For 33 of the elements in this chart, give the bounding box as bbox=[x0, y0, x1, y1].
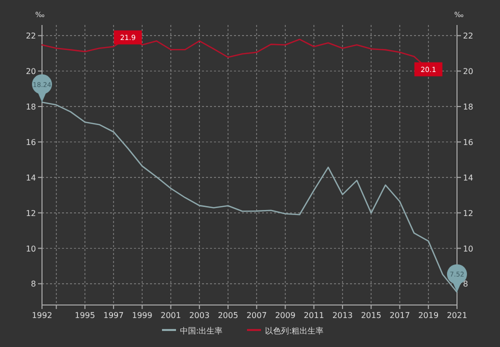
y-tick-label: 20 bbox=[26, 67, 36, 76]
y2-tick-label: 16 bbox=[463, 138, 474, 147]
y-tick-label: 18 bbox=[26, 102, 36, 112]
y2-tick-label: 10 bbox=[463, 244, 474, 254]
x-tick-label: 2015 bbox=[360, 311, 382, 320]
x-tick-label: 2001 bbox=[160, 311, 181, 320]
x-tick-label: 2021 bbox=[446, 311, 468, 320]
x-tick-label: 2019 bbox=[418, 311, 439, 320]
x-tick-label: 2011 bbox=[304, 311, 324, 320]
x-tick-label: 2013 bbox=[332, 311, 353, 320]
y2-tick-label: 12 bbox=[463, 208, 474, 218]
y2-tick-label: 18 bbox=[463, 102, 474, 112]
x-tick-label: 1992 bbox=[32, 311, 52, 320]
x-tick-label: 1999 bbox=[132, 311, 152, 320]
y-tick-label: 22 bbox=[26, 32, 36, 41]
legend-label: 中国:出生率 bbox=[180, 326, 223, 336]
x-tick-label: 1995 bbox=[74, 311, 96, 320]
y-tick-label: 8 bbox=[30, 280, 36, 289]
x-tick-label: 2017 bbox=[390, 311, 410, 320]
y-tick-label: 12 bbox=[26, 208, 36, 218]
x-tick-label: 2005 bbox=[218, 311, 238, 320]
y-tick-label: 16 bbox=[26, 138, 36, 147]
y-tick-label: 14 bbox=[26, 173, 36, 182]
y2-tick-label: 14 bbox=[463, 173, 474, 182]
x-tick-label: 2009 bbox=[275, 311, 296, 320]
y2-tick-label: 22 bbox=[463, 32, 474, 41]
x-tick-label: 2007 bbox=[246, 311, 267, 320]
x-tick-label: 1997 bbox=[103, 311, 124, 320]
y2-tick-label: 8 bbox=[463, 280, 468, 289]
x-tick-label: 2003 bbox=[189, 311, 210, 320]
legend-label: 以色列:粗出生率 bbox=[265, 326, 324, 336]
y-tick-label: 10 bbox=[26, 244, 36, 254]
y2-tick-label: 20 bbox=[463, 67, 474, 76]
